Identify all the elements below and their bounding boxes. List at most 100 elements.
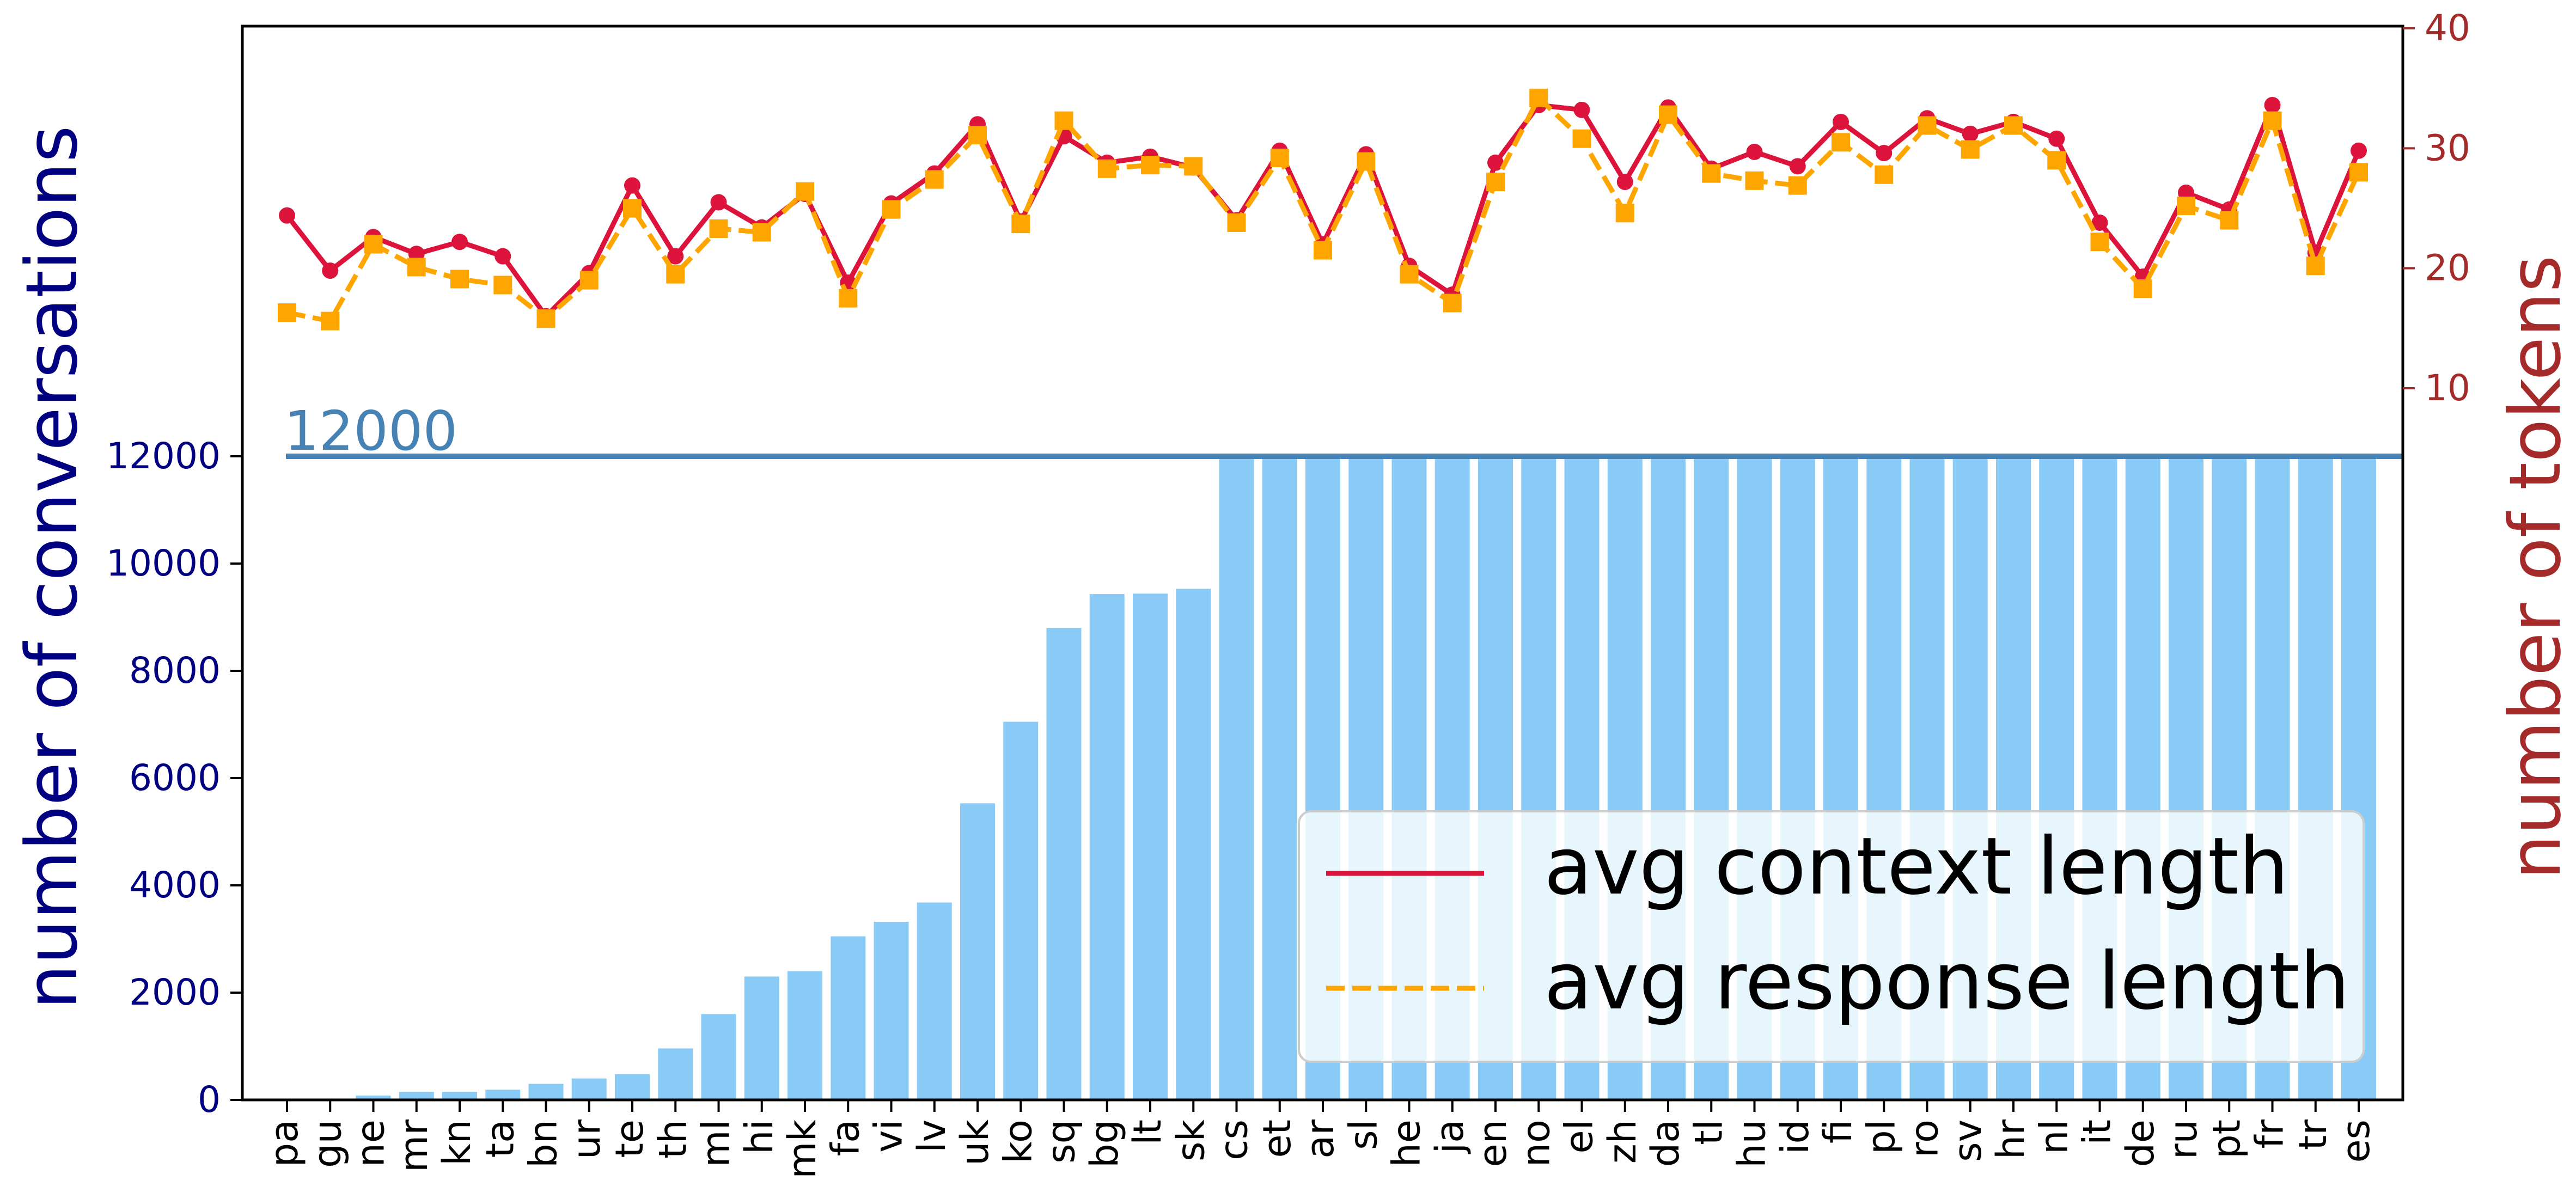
marker-1-hu (1745, 172, 1764, 190)
left-tick-label: 2000 (129, 971, 221, 1013)
marker-1-hi (753, 223, 771, 242)
bar-fa (831, 937, 865, 1100)
marker-1-fa (839, 289, 857, 308)
x-tick-label-sk: sk (1168, 1120, 1213, 1161)
marker-1-ar (1314, 241, 1332, 260)
left-tick-label: 8000 (129, 650, 221, 692)
marker-1-cs (1228, 213, 1246, 232)
marker-1-ur (580, 271, 599, 290)
x-tick-label-he: he (1384, 1120, 1429, 1167)
left-tick-label: 10000 (106, 542, 221, 584)
x-tick-label-it: it (2075, 1120, 2120, 1145)
marker-1-hr (2004, 116, 2023, 134)
marker-1-he (1400, 265, 1419, 284)
marker-0-fi (1833, 114, 1849, 130)
marker-1-tl (1702, 164, 1720, 183)
legend-label-response: avg response length (1544, 935, 2350, 1027)
marker-0-zh (1617, 174, 1633, 190)
x-tick-label-de: de (2118, 1120, 2163, 1167)
x-tick-label-el: el (1557, 1120, 1602, 1154)
marker-1-kn (450, 270, 469, 288)
marker-0-pa (279, 207, 295, 224)
x-tick-label-hr: hr (1988, 1120, 2033, 1159)
marker-1-pl (1875, 166, 1893, 184)
marker-1-bn (537, 309, 556, 328)
x-tick-label-mr: mr (392, 1120, 436, 1172)
marker-1-ta (493, 276, 512, 295)
bar-mk (788, 971, 822, 1100)
marker-1-pt (2220, 211, 2238, 230)
marker-1-vi (882, 200, 901, 219)
marker-0-sv (1962, 126, 1979, 142)
bar-ur (572, 1079, 607, 1100)
x-tick-label-gu: gu (305, 1120, 350, 1168)
x-tick-label-ko: ko (996, 1120, 1040, 1164)
marker-1-gu (321, 312, 339, 331)
bar-sq (1047, 628, 1082, 1100)
marker-1-mr (407, 258, 426, 276)
marker-1-es (2349, 163, 2368, 181)
x-tick-label-et: et (1255, 1120, 1299, 1158)
marker-1-tr (2306, 256, 2325, 275)
marker-0-fr (2264, 97, 2281, 113)
marker-1-mk (796, 182, 814, 201)
bar-bn (529, 1084, 564, 1100)
x-tick-label-fa: fa (823, 1120, 868, 1157)
bar-cs (1219, 456, 1254, 1100)
x-tick-label-ar: ar (1298, 1120, 1342, 1159)
x-tick-label-id: id (1773, 1120, 1817, 1154)
x-tick-label-hi: hi (737, 1120, 782, 1154)
marker-1-sv (1961, 140, 1980, 159)
x-tick-label-tl: tl (1686, 1120, 1731, 1145)
marker-1-lv (925, 170, 944, 189)
marker-1-el (1573, 130, 1591, 148)
marker-0-pl (1876, 145, 1892, 161)
bar-et (1262, 456, 1297, 1100)
x-tick-label-pt: pt (2204, 1120, 2249, 1159)
x-tick-label-vi: vi (866, 1120, 911, 1153)
x-tick-label-ml: ml (694, 1120, 738, 1167)
bar-sk (1176, 589, 1211, 1100)
legend: avg context length avg response length (1299, 811, 2364, 1062)
x-tick-label-pa: pa (262, 1120, 307, 1167)
bar-ko (1003, 722, 1038, 1100)
marker-1-lt (1141, 156, 1159, 174)
bar-vi (874, 922, 909, 1100)
marker-0-ml (711, 194, 727, 210)
x-tick-label-sq: sq (1039, 1120, 1084, 1164)
marker-0-te (624, 178, 640, 194)
marker-0-es (2351, 143, 2367, 159)
marker-0-gu (322, 262, 338, 279)
right-tick-label: 20 (2425, 247, 2470, 289)
x-tick-label-no: no (1513, 1120, 1558, 1167)
x-tick-label-pl: pl (1859, 1120, 1903, 1154)
marker-1-it (2091, 233, 2109, 251)
marker-1-en (1486, 173, 1505, 191)
x-tick-label-lt: lt (1125, 1120, 1170, 1145)
marker-1-pa (278, 303, 296, 322)
marker-1-no (1529, 89, 1548, 107)
marker-1-ja (1443, 294, 1462, 313)
marker-0-kn (451, 234, 468, 250)
marker-1-de (2134, 279, 2152, 298)
marker-1-ru (2177, 197, 2195, 215)
x-tick-label-ru: ru (2161, 1120, 2206, 1159)
right-tick-label: 10 (2425, 367, 2470, 409)
bar-hi (744, 976, 779, 1100)
marker-1-zh (1616, 204, 1634, 222)
x-tick-label-fi: fi (1816, 1120, 1860, 1143)
bar-te (615, 1074, 650, 1100)
marker-1-ro (1918, 116, 1937, 134)
marker-1-sq (1055, 112, 1073, 130)
marker-1-sk (1184, 157, 1202, 175)
bar-uk (960, 803, 995, 1100)
x-tick-label-zh: zh (1600, 1120, 1645, 1164)
marker-1-ne (364, 235, 383, 254)
bar-lv (917, 903, 952, 1100)
x-tick-label-mk: mk (780, 1120, 825, 1179)
x-tick-label-ta: ta (478, 1120, 522, 1158)
threshold-label: 12000 (284, 399, 457, 463)
marker-1-nl (2047, 151, 2066, 169)
marker-1-id (1788, 176, 1807, 195)
marker-1-ko (1011, 215, 1030, 233)
